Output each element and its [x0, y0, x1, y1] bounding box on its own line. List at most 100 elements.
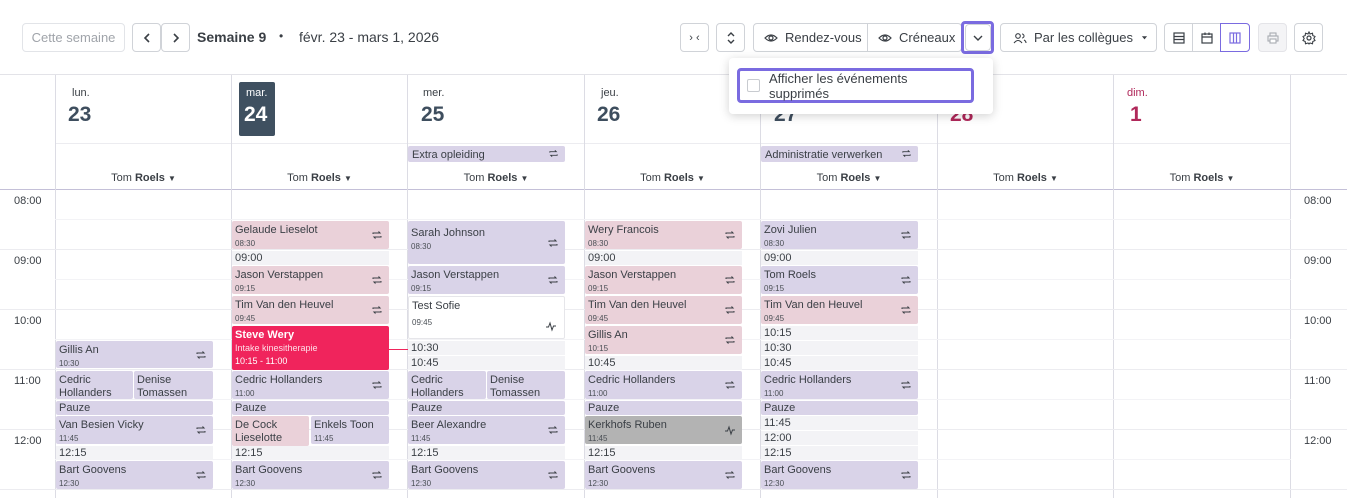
- free-slot[interactable]: 12:15: [408, 446, 565, 460]
- columns-view-button[interactable]: [1220, 23, 1250, 52]
- free-slot[interactable]: 11:45: [761, 416, 918, 430]
- appointment[interactable]: Sarah Johnson 08:30: [408, 221, 565, 264]
- appointment[interactable]: Test Sofie 09:45: [408, 296, 565, 339]
- allday-event[interactable]: Extra opleiding: [408, 146, 565, 162]
- appointment[interactable]: Denise Tomassen: [134, 371, 213, 399]
- colleague-selector[interactable]: Tom Roels ▼: [56, 172, 231, 184]
- settings-button[interactable]: [1294, 23, 1323, 52]
- break-block[interactable]: Pauze: [585, 401, 742, 415]
- appointment[interactable]: Jason Verstappen 09:15: [585, 266, 742, 294]
- show-deleted-option[interactable]: Afficher les événements supprimés: [737, 68, 974, 103]
- allday-event[interactable]: Administratie verwerken: [761, 146, 918, 162]
- list-view-button[interactable]: [1164, 23, 1193, 52]
- appointment[interactable]: Jason Verstappen 09:15: [408, 266, 565, 294]
- appointment[interactable]: Cedric Hollanders 11:00: [761, 371, 918, 399]
- col-divider: [407, 75, 408, 498]
- colleague-first: Tom: [463, 172, 485, 184]
- free-slot[interactable]: 10:30: [408, 341, 565, 355]
- day-number[interactable]: 24: [244, 103, 268, 126]
- appointment[interactable]: Gillis An 10:15: [585, 326, 742, 354]
- next-week-button[interactable]: [161, 23, 190, 52]
- appointment[interactable]: De Cock Lieselotte: [232, 416, 309, 446]
- par-collegues-select[interactable]: Par les collègues: [1000, 23, 1157, 52]
- expand-vertical-button[interactable]: [716, 23, 745, 52]
- day-number[interactable]: 23: [68, 103, 92, 126]
- appointment[interactable]: Cedric Hollanders 11:00: [232, 371, 389, 399]
- colleague-selector[interactable]: Tom Roels ▼: [408, 172, 584, 184]
- separator-dot: •: [279, 29, 284, 43]
- header-divider: [0, 189, 1347, 190]
- appt-time: 12:30: [235, 479, 256, 488]
- free-slot[interactable]: 12:15: [232, 446, 389, 460]
- appointment[interactable]: Tim Van den Heuvel 09:45: [761, 296, 918, 324]
- rendezvous-toggle[interactable]: Rendez-vous: [753, 23, 868, 52]
- calendar-view-button[interactable]: [1192, 23, 1221, 52]
- repeat-icon: [371, 274, 383, 286]
- appointment[interactable]: Tim Van den Heuvel 09:45: [585, 296, 742, 324]
- appointment[interactable]: Bart Goovens 12:30: [232, 461, 389, 489]
- collapse-button[interactable]: › ‹: [680, 23, 709, 52]
- appt-title: Gelaude Lieselot: [235, 224, 318, 236]
- free-slot[interactable]: 12:15: [585, 446, 742, 460]
- break-block[interactable]: Pauze: [408, 401, 565, 415]
- appt-time: 09:15: [411, 284, 432, 293]
- appointment[interactable]: Bart Goovens 12:30: [408, 461, 565, 489]
- repeat-icon: [900, 229, 912, 241]
- break-block[interactable]: Pauze: [232, 401, 389, 415]
- appointment[interactable]: Bart Goovens 12:30: [585, 461, 742, 489]
- colleague-selector[interactable]: Tom Roels ▼: [761, 172, 937, 184]
- free-slot[interactable]: 09:00: [585, 251, 742, 265]
- day-number[interactable]: 26: [597, 103, 621, 126]
- appointment[interactable]: Zovi Julien 08:30: [761, 221, 918, 249]
- appointment[interactable]: Enkels Toon 11:45: [311, 416, 389, 444]
- free-slot[interactable]: 12:15: [761, 446, 918, 460]
- appointment[interactable]: Wery Francois 08:30: [585, 221, 742, 249]
- urgent-appointment[interactable]: Steve Wery Intake kinesitherapie 10:15 - 1…: [232, 326, 389, 370]
- free-slot[interactable]: 09:00: [232, 251, 389, 265]
- free-slot[interactable]: 10:45: [761, 356, 918, 370]
- colleague-selector[interactable]: Tom Roels ▼: [1114, 172, 1290, 184]
- hour-label: 12:00: [1304, 435, 1332, 447]
- free-slot[interactable]: 10:15: [761, 326, 918, 340]
- appointment[interactable]: Tim Van den Heuvel 09:45: [232, 296, 389, 324]
- this-week-button[interactable]: Cette semaine: [22, 23, 125, 52]
- appointment[interactable]: Beer Alexandre 11:45: [408, 416, 565, 444]
- colleague-selector[interactable]: Tom Roels ▼: [232, 172, 407, 184]
- repeat-icon: [724, 229, 736, 241]
- break-block[interactable]: Pauze: [56, 401, 213, 415]
- appointment[interactable]: Cedric Hollanders: [408, 371, 486, 399]
- eye-icon: [764, 33, 778, 42]
- appt-title: Cedric Hollanders: [411, 374, 464, 399]
- free-slot[interactable]: 09:00: [761, 251, 918, 265]
- free-slot[interactable]: 10:30: [761, 341, 918, 355]
- free-slot[interactable]: 10:45: [585, 356, 742, 370]
- free-slot[interactable]: 12:00: [761, 431, 918, 445]
- print-button[interactable]: [1258, 23, 1287, 52]
- appointment[interactable]: Jason Verstappen 09:15: [232, 266, 389, 294]
- appointment[interactable]: Cedric Hollanders: [56, 371, 133, 399]
- appointment[interactable]: Cedric Hollanders 11:00: [585, 371, 742, 399]
- appt-title: Zovi Julien: [764, 224, 817, 236]
- view-options-dropdown-button[interactable]: [965, 24, 991, 51]
- appointment[interactable]: Kerkhofs Ruben 11:45: [585, 416, 742, 444]
- appt-title: Kerkhofs Ruben: [588, 419, 667, 431]
- prev-week-button[interactable]: [132, 23, 161, 52]
- free-slot[interactable]: 12:15: [56, 446, 213, 460]
- appointment[interactable]: Van Besien Vicky 11:45: [56, 416, 213, 444]
- break-block[interactable]: Pauze: [761, 401, 918, 415]
- colleague-selector[interactable]: Tom Roels ▼: [585, 172, 760, 184]
- free-slot[interactable]: 10:45: [408, 356, 565, 370]
- day-number[interactable]: 25: [421, 103, 445, 126]
- creneaux-toggle[interactable]: Créneaux: [867, 23, 962, 52]
- appointment[interactable]: Bart Goovens 12:30: [56, 461, 213, 489]
- day-number[interactable]: 1: [1130, 103, 1142, 126]
- appt-title: Tom Roels: [764, 269, 816, 281]
- appointment[interactable]: Gelaude Lieselot 08:30: [232, 221, 389, 249]
- show-deleted-checkbox[interactable]: [747, 79, 760, 92]
- colleague-selector[interactable]: Tom Roels ▼: [938, 172, 1113, 184]
- appointment[interactable]: Gillis An 10:30: [56, 341, 213, 368]
- appointment[interactable]: Tom Roels 09:15: [761, 266, 918, 294]
- appointment[interactable]: Denise Tomassen: [487, 371, 565, 399]
- appointment[interactable]: Bart Goovens 12:30: [761, 461, 918, 489]
- hour-label: 12:00: [14, 435, 42, 447]
